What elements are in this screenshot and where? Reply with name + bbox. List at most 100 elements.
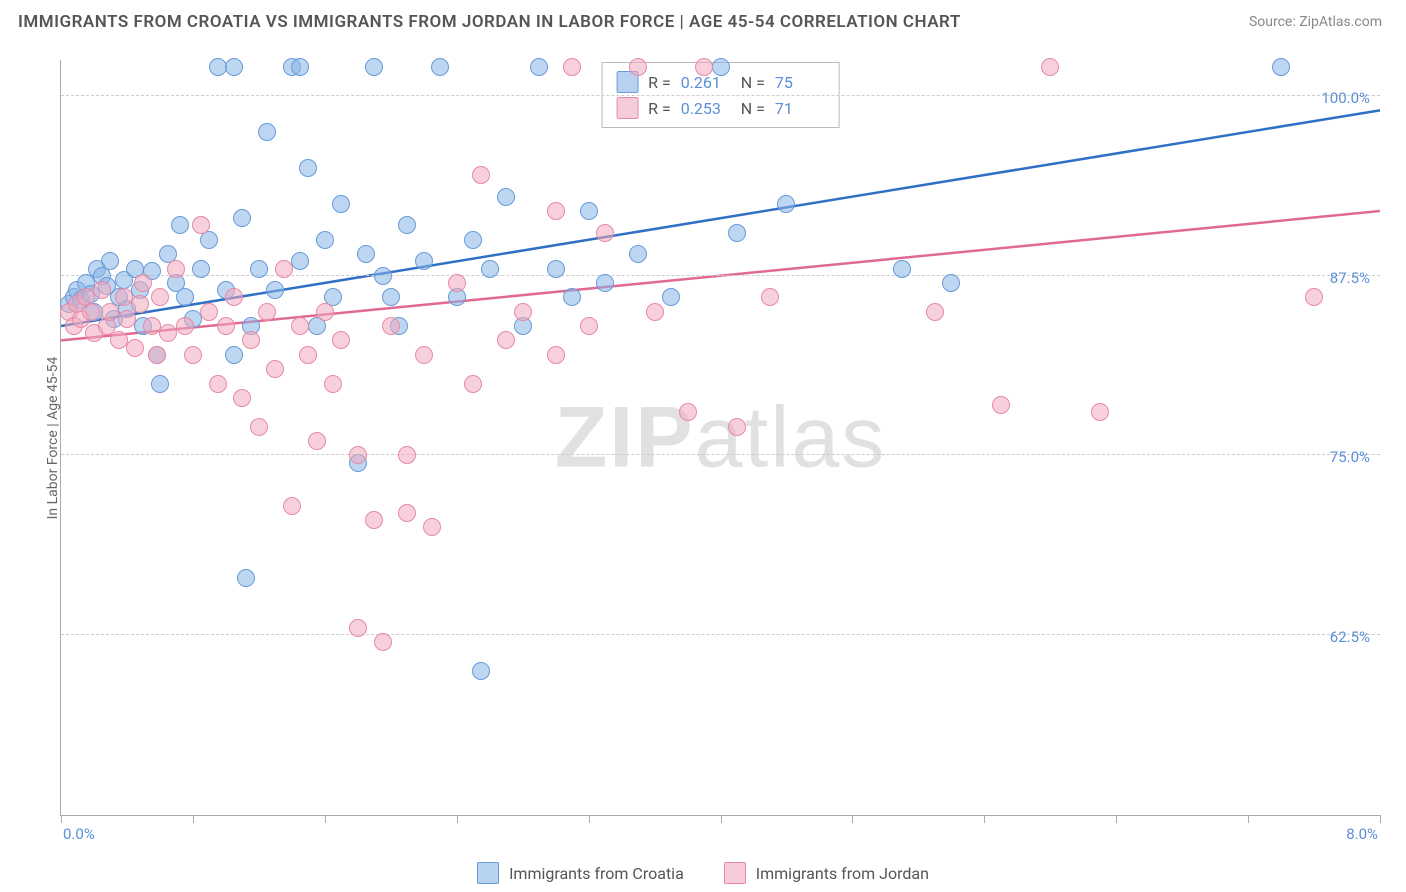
gridline: [61, 454, 1380, 455]
chart-header: IMMIGRANTS FROM CROATIA VS IMMIGRANTS FR…: [0, 0, 1406, 40]
scatter-point: [151, 288, 169, 306]
watermark: ZIPatlas: [555, 388, 886, 487]
scatter-point: [233, 209, 251, 227]
scatter-point: [176, 288, 194, 306]
scatter-point: [349, 619, 367, 637]
scatter-point: [126, 339, 144, 357]
scatter-point: [266, 281, 284, 299]
scatter-point: [283, 497, 301, 515]
scatter-point: [110, 331, 128, 349]
scatter-point: [472, 166, 490, 184]
scatter-point: [332, 195, 350, 213]
scatter-point: [431, 58, 449, 76]
x-max-label: 8.0%: [1346, 825, 1378, 843]
scatter-point: [115, 288, 133, 306]
scatter-point: [159, 324, 177, 342]
scatter-point: [308, 432, 326, 450]
x-tick: [325, 815, 326, 823]
x-tick: [1116, 815, 1117, 823]
scatter-point: [171, 216, 189, 234]
n-value-jordan: 71: [775, 99, 825, 118]
scatter-point: [233, 389, 251, 407]
scatter-point: [118, 310, 136, 328]
swatch-pink-icon: [616, 97, 638, 119]
y-tick-label: 62.5%: [1330, 628, 1370, 646]
scatter-point: [472, 662, 490, 680]
scatter-point: [629, 245, 647, 263]
scatter-point: [1091, 403, 1109, 421]
scatter-point: [316, 231, 334, 249]
chart-container: In Labor Force | Age 45-54 ZIPatlas R = …: [18, 48, 1388, 852]
scatter-point: [646, 303, 664, 321]
scatter-point: [192, 260, 210, 278]
scatter-point: [225, 346, 243, 364]
source-label: Source: ZipAtlas.com: [1249, 14, 1382, 30]
legend-item-jordan: Immigrants from Jordan: [724, 862, 929, 884]
y-tick-label: 87.5%: [1330, 269, 1370, 287]
scatter-point: [926, 303, 944, 321]
scatter-point: [547, 202, 565, 220]
scatter-point: [291, 317, 309, 335]
scatter-point: [332, 331, 350, 349]
x-tick: [984, 815, 985, 823]
legend-label-jordan: Immigrants from Jordan: [756, 864, 929, 883]
legend-item-croatia: Immigrants from Croatia: [477, 862, 684, 884]
scatter-point: [349, 446, 367, 464]
scatter-point: [423, 518, 441, 536]
scatter-point: [374, 267, 392, 285]
scatter-point: [151, 375, 169, 393]
scatter-point: [93, 281, 111, 299]
scatter-point: [134, 274, 152, 292]
scatter-point: [101, 303, 119, 321]
scatter-point: [415, 252, 433, 270]
scatter-point: [101, 252, 119, 270]
swatch-blue-icon: [477, 862, 499, 884]
x-tick: [61, 815, 62, 823]
scatter-point: [374, 633, 392, 651]
scatter-point: [992, 396, 1010, 414]
scatter-point: [258, 123, 276, 141]
scatter-point: [200, 303, 218, 321]
scatter-point: [497, 188, 515, 206]
x-tick: [457, 815, 458, 823]
gridline: [61, 95, 1380, 96]
scatter-point: [563, 288, 581, 306]
n-value-croatia: 75: [775, 73, 825, 92]
scatter-point: [942, 274, 960, 292]
scatter-point: [1272, 58, 1290, 76]
scatter-point: [464, 375, 482, 393]
x-min-label: 0.0%: [63, 825, 95, 843]
scatter-point: [464, 231, 482, 249]
scatter-point: [291, 58, 309, 76]
scatter-point: [324, 375, 342, 393]
scatter-point: [316, 303, 334, 321]
x-tick: [1380, 815, 1381, 823]
scatter-point: [761, 288, 779, 306]
scatter-point: [131, 295, 149, 313]
n-label: N =: [741, 99, 765, 118]
gridline: [61, 634, 1380, 635]
scatter-point: [580, 202, 598, 220]
scatter-point: [299, 346, 317, 364]
scatter-point: [250, 418, 268, 436]
chart-title: IMMIGRANTS FROM CROATIA VS IMMIGRANTS FR…: [18, 12, 961, 32]
scatter-point: [596, 274, 614, 292]
scatter-point: [547, 346, 565, 364]
x-tick: [1248, 815, 1249, 823]
scatter-point: [695, 58, 713, 76]
scatter-point: [167, 260, 185, 278]
scatter-point: [679, 403, 697, 421]
scatter-point: [580, 317, 598, 335]
y-tick-label: 75.0%: [1330, 448, 1370, 466]
scatter-point: [481, 260, 499, 278]
scatter-point: [365, 511, 383, 529]
swatch-pink-icon: [724, 862, 746, 884]
scatter-point: [176, 317, 194, 335]
scatter-point: [291, 252, 309, 270]
x-tick: [721, 815, 722, 823]
scatter-point: [266, 360, 284, 378]
scatter-point: [250, 260, 268, 278]
scatter-point: [148, 346, 166, 364]
scatter-point: [242, 331, 260, 349]
y-axis-label: In Labor Force | Age 45-54: [45, 356, 61, 519]
